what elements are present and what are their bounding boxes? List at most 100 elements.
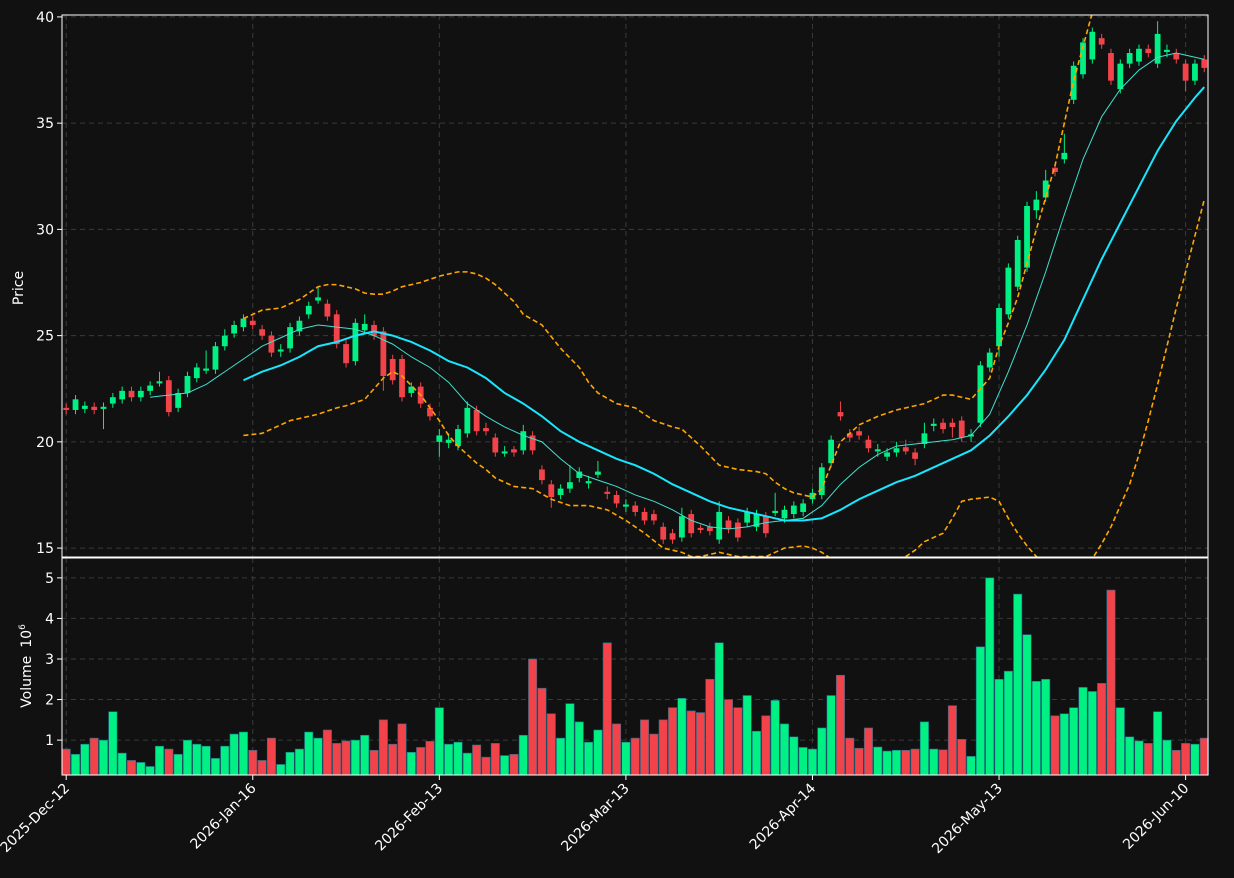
candle-body [893,448,900,453]
volume-bar [80,743,90,776]
volume-bar [1097,683,1107,776]
candle-body [912,452,918,459]
volume-bar [406,751,416,776]
candle-body [567,482,573,489]
candle-body [1154,33,1161,64]
volume-bar [770,700,780,776]
volume-bar [425,741,435,776]
volume-bar [350,739,360,776]
volume-bar [1153,711,1163,776]
candle-body [1052,167,1058,173]
candle-body [846,433,853,438]
volume-bar [985,577,995,776]
volume-bar [117,752,127,776]
volume-bar [602,642,612,776]
volume-bar [686,710,696,776]
volume-frame [61,557,1209,776]
candle-body [343,344,349,364]
candle-body [91,406,98,410]
candle-body [772,510,779,514]
volume-bar [500,755,510,776]
volume-bar [733,707,743,776]
candle-body [137,390,144,398]
candle-body [203,368,210,371]
candle-body [165,380,172,413]
candle-body [1042,180,1049,198]
volume-bar [173,754,183,776]
volume-bar [1003,670,1013,776]
volume-bar [99,739,109,776]
candle-body [193,367,200,379]
candle-body [641,511,648,521]
volume-bar [71,754,81,776]
candle-body [147,385,154,391]
volume-bar [556,737,566,776]
candle-body [483,428,489,432]
candle-body [790,505,797,515]
candle-body [371,324,377,336]
volume-bar [863,727,873,776]
volume-bar [509,754,519,776]
candle-body [389,358,396,381]
volume-offset-exponent: 6 [18,624,28,630]
volume-bar [434,707,444,776]
candle-body [109,397,116,404]
volume-bar [1013,593,1023,776]
volume-bar [108,711,118,776]
candle-body [1005,267,1012,315]
y-tick-label: 1 [45,733,54,749]
candle-body [1070,65,1077,100]
candle-body [1014,240,1021,287]
indicator-line [243,86,1206,522]
candle-body [884,452,890,457]
indicator-line [243,15,1093,498]
volume-bar [304,731,314,776]
volume-bar [1171,749,1181,776]
volume-bar [649,733,659,776]
candle-body [856,431,863,436]
candle-body [725,520,732,529]
candle-body [800,503,807,512]
volume-bar [752,730,762,776]
candle-body [464,407,471,434]
volume-bar [696,712,706,776]
volume-bar [444,743,454,776]
candle-body [650,514,657,521]
candle-body [865,439,872,449]
volume-bar [1059,713,1069,776]
volume-bar [378,719,388,776]
volume-bar [481,756,491,776]
candle-body [977,365,984,423]
volume-bar [388,743,398,776]
candle-body [268,335,275,353]
candle-body [445,439,452,443]
candle-body [1033,199,1040,211]
candle-body [548,484,555,498]
volume-bar [742,695,752,776]
volume-bar [182,739,192,776]
volume-bar [1134,740,1144,776]
price-axis-label: Price [11,271,27,305]
volume-bar [1181,743,1191,776]
candle-body [156,381,163,384]
candle-body [678,516,685,538]
volume-bar [826,695,836,776]
candle-body [734,522,741,538]
volume-bar [1190,743,1200,776]
candle-body [287,327,293,349]
volume-bar [966,756,976,776]
candle-body [958,420,965,438]
volume-bar [854,747,864,776]
candle-body [1136,48,1142,62]
volume-bar [1106,589,1116,776]
candle-body [828,439,835,464]
candle-body [1126,53,1133,64]
candle-body [781,509,788,519]
candle-body [1164,49,1170,52]
candle-body [72,399,79,410]
candle-body [128,390,135,398]
candle-body [930,423,937,426]
y-tick-label: 35 [36,116,54,132]
candle-body [576,471,583,478]
